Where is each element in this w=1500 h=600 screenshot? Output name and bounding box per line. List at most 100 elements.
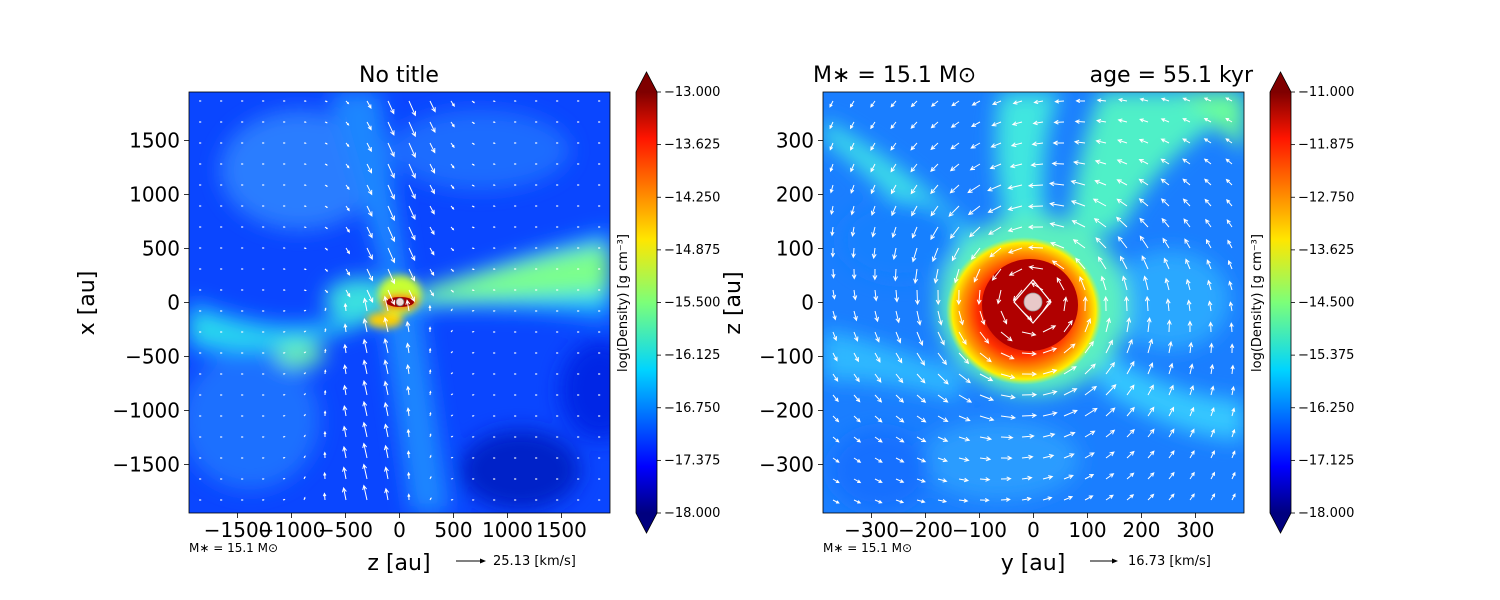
velocity-arrow xyxy=(831,268,836,279)
velocity-arrow xyxy=(471,436,475,438)
velocity-arrow xyxy=(1097,256,1107,270)
velocity-arrow xyxy=(429,100,436,113)
velocity-arrow xyxy=(514,499,517,501)
velocity-arrow xyxy=(303,247,307,250)
velocity-arrow xyxy=(832,394,839,403)
velocity-arrow xyxy=(241,289,244,291)
velocity-arrow xyxy=(492,394,496,396)
velocity-arrow xyxy=(303,351,307,354)
velocity-arrow xyxy=(492,352,496,354)
velocity-arrow xyxy=(850,184,855,194)
left-y-tick-label: −500 xyxy=(125,344,180,368)
velocity-arrow xyxy=(383,359,389,375)
velocity-arrow xyxy=(1160,198,1170,207)
velocity-arrow xyxy=(577,163,580,165)
velocity-arrow xyxy=(1042,390,1058,396)
velocity-arrow xyxy=(1231,407,1236,417)
velocity-arrow xyxy=(261,289,265,291)
velocity-arrow xyxy=(534,226,538,228)
velocity-arrow xyxy=(199,184,202,186)
velocity-arrow xyxy=(970,121,981,128)
velocity-arrow xyxy=(1147,450,1155,459)
velocity-arrow xyxy=(535,352,538,354)
velocity-arrow xyxy=(323,410,327,417)
velocity-arrow xyxy=(1144,295,1150,312)
velocity-arrow xyxy=(1075,257,1086,270)
velocity-arrow xyxy=(324,328,327,333)
velocity-arrow xyxy=(577,310,580,312)
velocity-arrow xyxy=(1012,100,1023,105)
velocity-arrow xyxy=(1162,237,1170,249)
right-x-tick-label: −200 xyxy=(898,518,953,542)
velocity-arrow xyxy=(890,163,897,173)
left-x-tick-label: −1000 xyxy=(258,518,326,542)
velocity-arrow xyxy=(471,184,475,187)
velocity-arrow xyxy=(556,457,559,459)
velocity-arrow xyxy=(282,226,286,228)
velocity-arrow xyxy=(556,142,559,144)
left-arrow-key xyxy=(456,558,486,564)
velocity-arrow xyxy=(199,457,202,459)
left-y-tick-label: −1000 xyxy=(112,398,180,422)
velocity-arrow xyxy=(598,394,601,396)
velocity-arrow xyxy=(853,394,861,403)
velocity-arrow xyxy=(282,373,286,375)
velocity-arrow xyxy=(1053,119,1065,125)
velocity-arrow xyxy=(1084,385,1098,396)
velocity-arrow xyxy=(366,247,373,260)
velocity-arrow xyxy=(874,310,880,323)
velocity-arrow xyxy=(1147,362,1154,375)
velocity-arrow xyxy=(405,363,411,375)
velocity-arrow xyxy=(895,394,905,403)
velocity-arrow xyxy=(556,163,559,165)
right-title-mass: M∗ = 15.1 M⊙ xyxy=(813,63,976,88)
velocity-arrow xyxy=(324,163,328,166)
velocity-arrow xyxy=(450,226,455,231)
velocity-arrow xyxy=(471,121,475,124)
left-x-tick-label: −1500 xyxy=(204,518,272,542)
velocity-arrow xyxy=(1168,450,1175,459)
velocity-arrow xyxy=(199,331,202,333)
velocity-arrow xyxy=(535,331,538,333)
velocity-arrow xyxy=(220,499,223,501)
left-colorbar-max-extend xyxy=(636,72,657,92)
velocity-arrow xyxy=(261,100,265,102)
velocity-arrow xyxy=(366,205,373,217)
velocity-arrow xyxy=(282,142,286,144)
velocity-arrow xyxy=(240,457,244,459)
velocity-arrow xyxy=(1100,275,1107,291)
velocity-arrow xyxy=(935,289,941,306)
velocity-arrow xyxy=(535,478,538,480)
velocity-arrow xyxy=(1000,394,1016,400)
velocity-arrow xyxy=(556,184,559,186)
right-y-ticks: 300 200 100 0 −100 −200 −300 xyxy=(759,129,823,476)
left-arrow-key-label: 25.13 [km/s] xyxy=(493,554,576,569)
velocity-arrow xyxy=(1228,280,1233,291)
velocity-arrow xyxy=(1139,118,1149,123)
velocity-arrow xyxy=(1185,258,1191,270)
velocity-arrow xyxy=(937,394,949,403)
velocity-arrow xyxy=(450,351,454,354)
right-y-tick-label: 200 xyxy=(776,183,814,207)
velocity-arrow xyxy=(408,247,416,262)
velocity-arrow xyxy=(1063,388,1078,396)
velocity-arrow xyxy=(916,436,927,443)
velocity-arrow xyxy=(577,499,580,501)
velocity-arrow xyxy=(282,268,286,270)
velocity-arrow xyxy=(282,163,286,165)
right-x-tick-label: −300 xyxy=(844,518,899,542)
velocity-arrow xyxy=(513,142,517,144)
velocity-arrow xyxy=(1189,493,1195,501)
velocity-arrow xyxy=(220,478,223,480)
velocity-arrow xyxy=(577,268,580,270)
velocity-arrow xyxy=(577,205,580,207)
velocity-arrow xyxy=(577,247,580,249)
velocity-arrow xyxy=(261,142,265,144)
velocity-arrow xyxy=(956,289,962,306)
velocity-arrow xyxy=(874,394,883,403)
velocity-arrow xyxy=(199,205,202,207)
velocity-arrow xyxy=(556,373,559,375)
velocity-arrow xyxy=(261,163,265,165)
velocity-arrow xyxy=(471,394,475,396)
velocity-arrow xyxy=(1206,259,1212,270)
